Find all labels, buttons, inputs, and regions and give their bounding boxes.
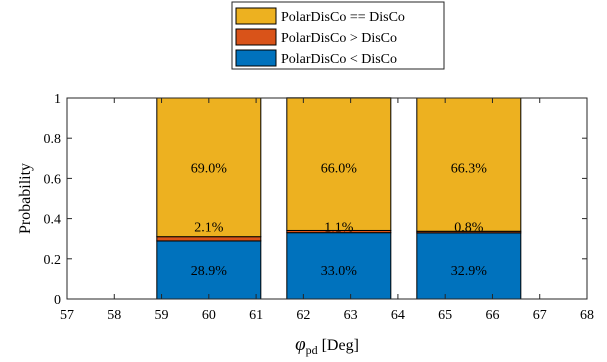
bar-segment-1-2 bbox=[286, 232, 392, 300]
bar-segment-3-1 bbox=[156, 97, 262, 238]
data-label-3-3: 66.3% bbox=[451, 161, 488, 176]
y-tick-label: 0.2 bbox=[44, 253, 62, 268]
y-tick-label: 0.6 bbox=[44, 172, 62, 187]
legend-label: PolarDisCo == DisCo bbox=[281, 10, 405, 25]
data-label-3-1: 69.0% bbox=[191, 161, 228, 176]
data-label-2-2: 1.1% bbox=[324, 221, 354, 236]
x-axis-symbol: φ bbox=[295, 334, 306, 355]
bar-segment-1-1 bbox=[156, 240, 262, 300]
x-axis-subscript: pd bbox=[306, 343, 318, 357]
data-label-2-3: 0.8% bbox=[454, 221, 484, 236]
x-axis-unit: [Deg] bbox=[318, 337, 359, 354]
x-tick-label: 67 bbox=[533, 308, 547, 323]
data-label-1-1: 28.9% bbox=[191, 264, 228, 279]
x-tick-label: 64 bbox=[391, 308, 405, 323]
y-tick-label: 0 bbox=[54, 293, 61, 308]
y-axis-title: Probability bbox=[17, 163, 34, 234]
data-label-3-2: 66.0% bbox=[321, 161, 358, 176]
bar-segment-2-1 bbox=[156, 236, 262, 242]
legend-swatch bbox=[235, 7, 277, 25]
x-tick-label: 60 bbox=[202, 308, 216, 323]
legend-swatch bbox=[235, 49, 277, 67]
x-tick-label: 59 bbox=[155, 308, 169, 323]
legend-swatch bbox=[235, 28, 277, 46]
x-tick-label: 62 bbox=[296, 308, 310, 323]
data-label-2-1: 2.1% bbox=[194, 221, 224, 236]
x-tick-label: 65 bbox=[438, 308, 452, 323]
bar-segment-3-3 bbox=[416, 97, 522, 232]
legend-label: PolarDisCo > DisCo bbox=[281, 31, 397, 46]
plot-area-frame bbox=[66, 97, 588, 300]
x-tick-label: 57 bbox=[60, 308, 74, 323]
x-tick-label: 68 bbox=[580, 308, 594, 323]
x-tick-label: 61 bbox=[249, 308, 263, 323]
y-tick-label: 0.8 bbox=[44, 132, 62, 147]
legend-label: PolarDisCo < DisCo bbox=[281, 52, 397, 67]
data-labels-group: 28.9% 2.1% 69.0% 33.0% 1.1% 66.0% 32.9% 0.8% 66.… bbox=[191, 161, 488, 279]
bars-group bbox=[156, 97, 522, 300]
y-tick-label: 0.4 bbox=[44, 213, 62, 228]
x-tick-label: 66 bbox=[485, 308, 499, 323]
data-label-1-3: 32.9% bbox=[451, 264, 488, 279]
x-axis-title: φpd [Deg] bbox=[295, 334, 359, 357]
legend: PolarDisCo == DisCo PolarDisCo > DisCo Pol… bbox=[231, 1, 445, 70]
x-tick-label: 63 bbox=[344, 308, 358, 323]
x-tick-label: 58 bbox=[107, 308, 121, 323]
y-tick-label: 1 bbox=[54, 92, 61, 107]
y-axis: 0 0.2 0.4 0.6 0.8 1 bbox=[44, 92, 587, 308]
x-axis: 57 58 59 60 61 62 63 64 65 66 67 68 bbox=[60, 98, 594, 323]
data-label-1-2: 33.0% bbox=[321, 264, 358, 279]
